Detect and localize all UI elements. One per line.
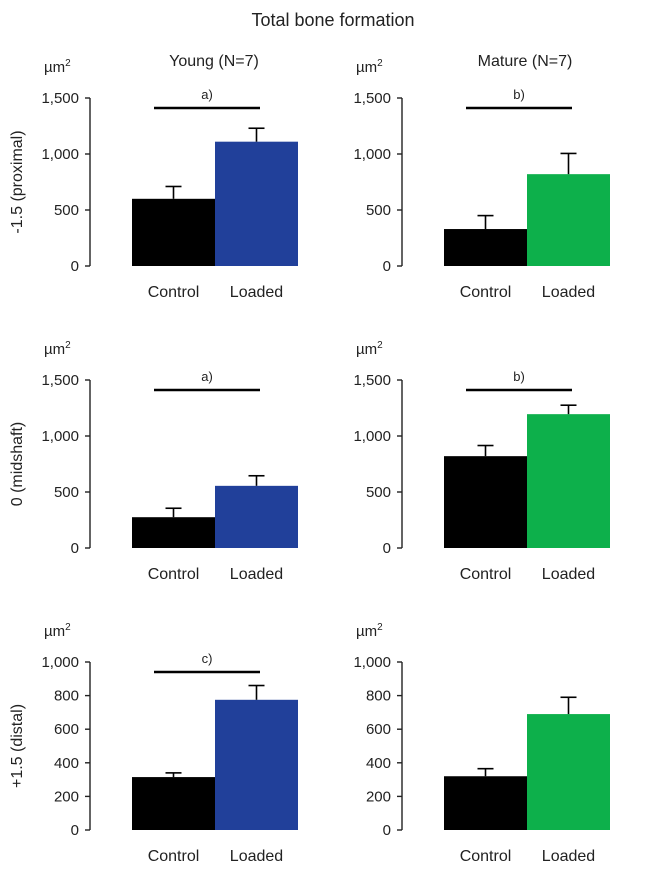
- y-unit-base: µm: [356, 341, 377, 358]
- y-unit-base: µm: [44, 623, 65, 640]
- y-tick-label: 500: [366, 202, 391, 219]
- y-unit-base: µm: [44, 341, 65, 358]
- y-unit-exponent: 2: [377, 340, 383, 351]
- significance-label: c): [202, 651, 213, 666]
- y-tick-label: 0: [383, 540, 391, 557]
- y-tick-label: 600: [366, 721, 391, 738]
- row-label: +1.5 (distal): [9, 704, 26, 788]
- y-tick-label: 1,000: [41, 146, 79, 163]
- bar-control: [444, 229, 527, 266]
- y-tick-label: 1,500: [41, 90, 79, 107]
- y-unit-label: µm2: [44, 58, 71, 76]
- y-tick-label: 600: [54, 721, 79, 738]
- y-tick-label: 0: [383, 822, 391, 839]
- bar-control: [132, 777, 215, 830]
- y-tick-label: 0: [71, 258, 79, 275]
- y-tick-label: 500: [366, 484, 391, 501]
- chart-panel: µm2 0 500 1,000 1,500 Control Loaded a) -1.5 (pr…: [9, 58, 298, 301]
- y-tick-label: 200: [366, 788, 391, 805]
- significance-label: a): [201, 87, 213, 102]
- column-header-young: Young (N=7): [169, 53, 259, 70]
- y-unit-label: µm2: [44, 340, 71, 358]
- y-tick-label: 1,000: [353, 654, 391, 671]
- x-category-label: Control: [460, 284, 512, 301]
- y-tick-label: 1,000: [353, 146, 391, 163]
- x-category-label: Loaded: [542, 566, 595, 583]
- bar-loaded: [527, 414, 610, 548]
- y-unit-base: µm: [44, 59, 65, 76]
- bar-control: [132, 517, 215, 548]
- bar-loaded: [215, 141, 298, 266]
- y-tick-label: 400: [54, 755, 79, 772]
- bar-loaded: [215, 699, 298, 830]
- chart-panel: µm2 0 500 1,000 1,500 Control Loaded b): [353, 340, 610, 583]
- bar-control: [444, 776, 527, 830]
- x-category-label: Control: [460, 848, 512, 865]
- chart-panel: µm2 0 200 400 600 800 1,000 Control Loaded: [353, 622, 610, 865]
- y-tick-label: 400: [366, 755, 391, 772]
- y-tick-label: 0: [383, 258, 391, 275]
- x-category-label: Loaded: [230, 566, 283, 583]
- row-label: -1.5 (proximal): [9, 130, 26, 233]
- y-tick-label: 800: [54, 688, 79, 705]
- y-tick-label: 1,500: [353, 90, 391, 107]
- x-category-label: Loaded: [230, 848, 283, 865]
- y-unit-label: µm2: [356, 340, 383, 358]
- bar-control: [444, 456, 527, 548]
- y-tick-label: 0: [71, 540, 79, 557]
- y-tick-label: 1,000: [353, 428, 391, 445]
- y-unit-label: µm2: [356, 58, 383, 76]
- y-tick-label: 0: [71, 822, 79, 839]
- significance-label: a): [201, 369, 213, 384]
- row-label: 0 (midshaft): [9, 422, 26, 506]
- y-unit-base: µm: [356, 59, 377, 76]
- y-unit-exponent: 2: [65, 622, 71, 633]
- y-unit-label: µm2: [356, 622, 383, 640]
- bar-loaded: [527, 714, 610, 830]
- y-unit-exponent: 2: [377, 622, 383, 633]
- y-unit-exponent: 2: [377, 58, 383, 69]
- y-tick-label: 1,500: [41, 372, 79, 389]
- y-unit-exponent: 2: [65, 340, 71, 351]
- chart-panel: µm2 0 500 1,000 1,500 Control Loaded a) 0 (midsh…: [9, 340, 298, 583]
- figure-title: Total bone formation: [251, 10, 414, 30]
- significance-label: b): [513, 369, 525, 384]
- significance-label: b): [513, 87, 525, 102]
- bar-control: [132, 198, 215, 266]
- bar-loaded: [527, 174, 610, 266]
- y-unit-exponent: 2: [65, 58, 71, 69]
- y-unit-base: µm: [356, 623, 377, 640]
- chart-panel: µm2 0 200 400 600 800 1,000 Control Loaded c) +1.5…: [9, 622, 298, 865]
- x-category-label: Control: [460, 566, 512, 583]
- bar-loaded: [215, 485, 298, 548]
- y-unit-label: µm2: [44, 622, 71, 640]
- x-category-label: Control: [148, 848, 200, 865]
- y-tick-label: 500: [54, 484, 79, 501]
- chart-panel: µm2 0 500 1,000 1,500 Control Loaded b): [353, 58, 610, 301]
- y-tick-label: 1,000: [41, 428, 79, 445]
- y-tick-label: 1,500: [353, 372, 391, 389]
- y-tick-label: 1,000: [41, 654, 79, 671]
- y-tick-label: 200: [54, 788, 79, 805]
- y-tick-label: 500: [54, 202, 79, 219]
- x-category-label: Control: [148, 566, 200, 583]
- x-category-label: Control: [148, 284, 200, 301]
- x-category-label: Loaded: [230, 284, 283, 301]
- x-category-label: Loaded: [542, 848, 595, 865]
- x-category-label: Loaded: [542, 284, 595, 301]
- column-header-mature: Mature (N=7): [478, 53, 573, 70]
- y-tick-label: 800: [366, 688, 391, 705]
